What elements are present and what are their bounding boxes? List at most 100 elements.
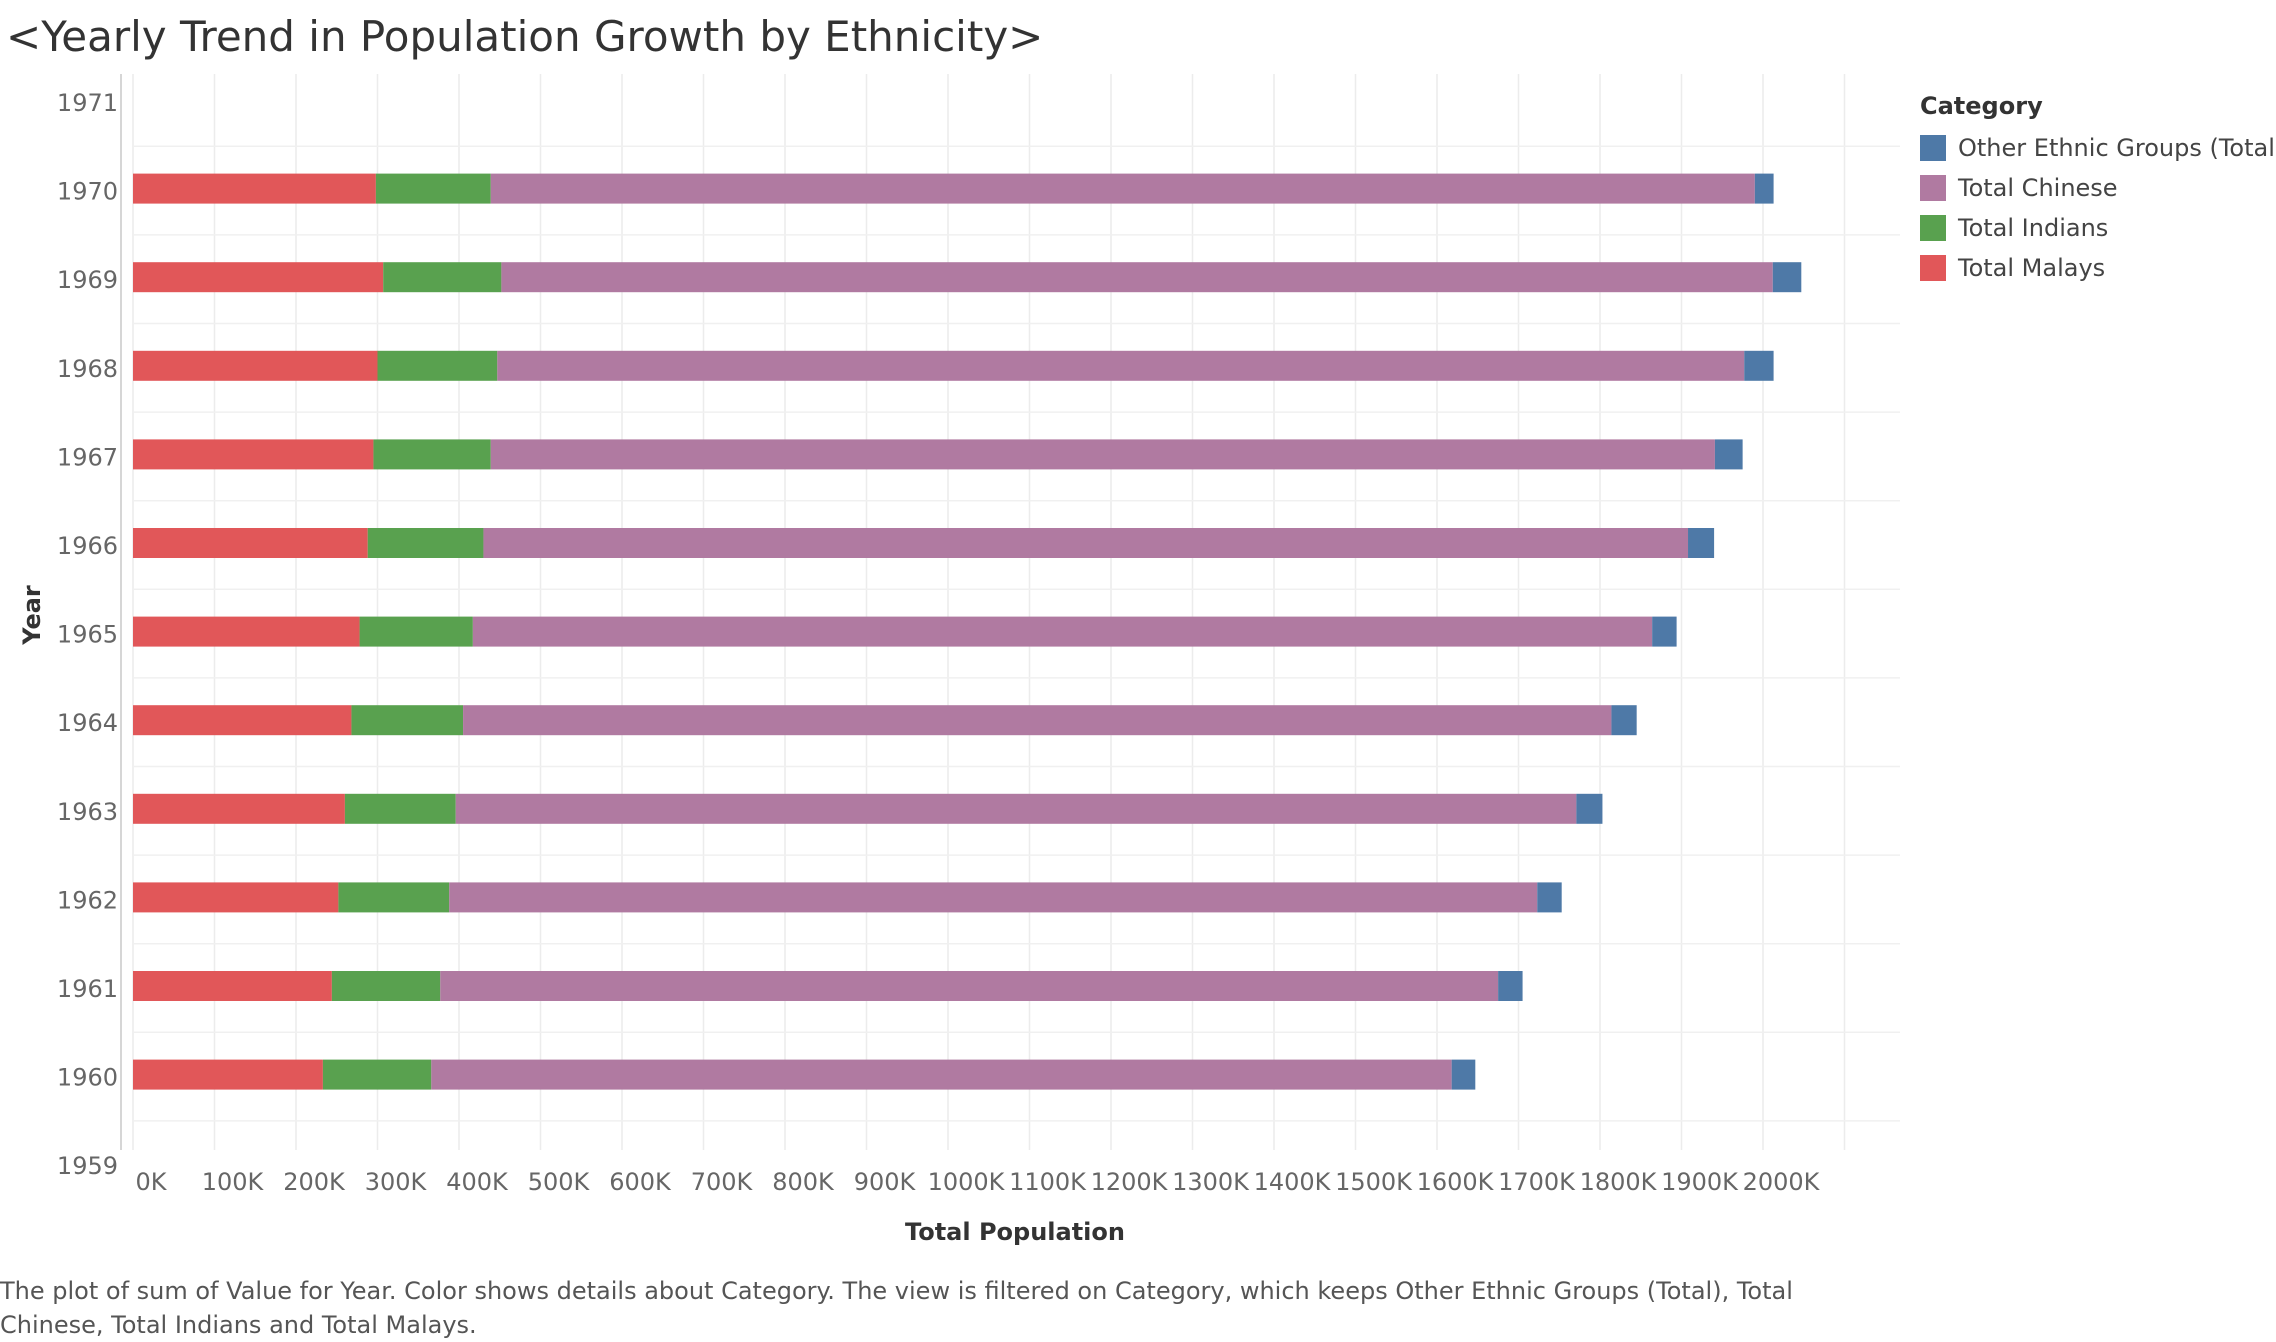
y-tick-label: 1964	[57, 709, 118, 737]
chart-caption: The plot of sum of Value for Year. Color…	[0, 1277, 1793, 1339]
y-tick-label: 1965	[57, 621, 118, 649]
x-tick-label: 400K	[446, 1168, 509, 1196]
x-tick-label: 900K	[854, 1168, 917, 1196]
bar-segment-total-malays-1962	[133, 882, 339, 913]
y-tick-label: 1969	[57, 266, 118, 294]
legend-swatch	[1920, 135, 1946, 161]
bar-segment-other-ethnic-groups-total-1967	[1714, 439, 1743, 470]
bar-segment-total-malays-1963	[133, 793, 345, 824]
bar-segment-total-malays-1968	[133, 350, 378, 381]
x-tick-label: 600K	[609, 1168, 672, 1196]
bar-segment-other-ethnic-groups-total-1961	[1498, 971, 1523, 1001]
x-tick-label: 0K	[135, 1168, 167, 1196]
x-tick-label: 1000K	[928, 1168, 1006, 1196]
bar-segment-total-chinese-1965	[472, 616, 1653, 647]
bar-segment-total-malays-1970	[133, 173, 376, 204]
x-tick-label: 100K	[202, 1168, 265, 1196]
legend-item[interactable]: Total Malays	[1920, 248, 2276, 288]
bar-segment-other-ethnic-groups-total-1970	[1754, 173, 1774, 204]
bar-segment-other-ethnic-groups-total-1968	[1744, 350, 1774, 381]
x-axis-title: Total Population	[905, 1218, 1125, 1246]
legend-swatch	[1920, 175, 1946, 201]
legend-item[interactable]: Total Indians	[1920, 208, 2276, 248]
bar-segment-total-chinese-1964	[463, 705, 1612, 736]
y-tick-label: 1966	[57, 532, 118, 560]
bar-segment-total-chinese-1967	[490, 439, 1715, 470]
bar-segment-total-indians-1962	[338, 882, 450, 913]
x-tick-label: 200K	[283, 1168, 346, 1196]
legend-title: Category	[1920, 92, 2043, 120]
bar-segment-total-indians-1961	[331, 971, 441, 1001]
bar-segment-total-indians-1963	[344, 793, 456, 824]
bar-segment-total-indians-1965	[359, 616, 473, 647]
x-tick-label: 700K	[691, 1168, 754, 1196]
legend-label: Total Chinese	[1958, 174, 2118, 202]
y-tick-label: 1961	[57, 975, 118, 1003]
x-tick-label: 2000K	[1743, 1168, 1821, 1196]
y-tick-label: 1970	[57, 178, 118, 206]
legend-items: Other Ethnic Groups (Total) Total Chinese…	[1920, 128, 2276, 288]
bar-segment-total-indians-1960	[322, 1059, 432, 1090]
bar-segment-total-indians-1969	[383, 262, 502, 293]
bar-segment-total-chinese-1970	[490, 173, 1755, 204]
legend-label: Other Ethnic Groups (Total)	[1958, 134, 2276, 162]
bar-segment-total-chinese-1962	[449, 882, 1538, 913]
legend-item[interactable]: Total Chinese	[1920, 168, 2276, 208]
x-tick-label: 1200K	[1091, 1168, 1169, 1196]
bar-segment-other-ethnic-groups-total-1964	[1611, 705, 1637, 736]
bar-segment-total-malays-1964	[133, 705, 352, 736]
bars	[133, 173, 1802, 1090]
bar-segment-total-chinese-1963	[455, 793, 1577, 824]
legend-label: Total Indians	[1958, 214, 2109, 242]
bar-segment-total-chinese-1960	[431, 1059, 1452, 1090]
x-tick-label: 1300K	[1172, 1168, 1250, 1196]
x-tick-label: 1700K	[1498, 1168, 1576, 1196]
x-tick-label: 1400K	[1254, 1168, 1332, 1196]
bar-segment-total-malays-1960	[133, 1059, 323, 1090]
bar-segment-total-chinese-1961	[440, 971, 1499, 1001]
x-tick-label: 1600K	[1417, 1168, 1495, 1196]
x-axis-ticks: 0K 100K 200K 300K 400K 500K 600K 700K 800K 900K 10…	[135, 1168, 1820, 1196]
bar-segment-other-ethnic-groups-total-1962	[1537, 882, 1562, 913]
y-tick-label: 1962	[57, 886, 118, 914]
bar-segment-total-indians-1970	[375, 173, 491, 204]
y-tick-label: 1971	[57, 89, 118, 117]
bar-segment-total-chinese-1966	[483, 528, 1689, 558]
bar-segment-total-malays-1969	[133, 262, 384, 293]
bar-segment-total-indians-1967	[373, 439, 491, 470]
gridlines	[132, 74, 1900, 1150]
legend-label: Total Malays	[1958, 254, 2106, 282]
x-tick-label: 1900K	[1661, 1168, 1739, 1196]
x-tick-label: 300K	[365, 1168, 428, 1196]
bar-segment-total-indians-1966	[367, 528, 484, 558]
chart-title: <Yearly Trend in Population Growth by Et…	[6, 12, 1044, 61]
bar-segment-other-ethnic-groups-total-1966	[1688, 528, 1715, 558]
x-tick-label: 1100K	[1009, 1168, 1087, 1196]
bar-segment-total-malays-1966	[133, 528, 368, 558]
y-tick-label: 1963	[57, 798, 118, 826]
y-axis-title: Year	[18, 585, 46, 646]
bar-segment-other-ethnic-groups-total-1960	[1451, 1059, 1476, 1090]
x-tick-label: 1500K	[1335, 1168, 1413, 1196]
bar-segment-other-ethnic-groups-total-1969	[1772, 262, 1802, 293]
bar-segment-total-indians-1964	[351, 705, 464, 736]
y-tick-label: 1968	[57, 355, 118, 383]
bar-segment-total-chinese-1969	[501, 262, 1773, 293]
y-tick-label: 1967	[57, 443, 118, 471]
bar-segment-other-ethnic-groups-total-1963	[1576, 793, 1603, 824]
bar-segment-total-malays-1961	[133, 971, 332, 1001]
y-tick-label: 1959	[57, 1152, 118, 1180]
x-tick-label: 500K	[528, 1168, 591, 1196]
legend-swatch	[1920, 215, 1946, 241]
legend-swatch	[1920, 255, 1946, 281]
y-axis-ticks: 1971 1970 1969 1968 1967 1966 1965 1964 1963 1962…	[57, 89, 118, 1180]
bar-segment-total-chinese-1968	[497, 350, 1745, 381]
bar-segment-total-malays-1965	[133, 616, 360, 647]
bar-segment-total-malays-1967	[133, 439, 374, 470]
bar-segment-other-ethnic-groups-total-1965	[1652, 616, 1677, 647]
legend: Category Other Ethnic Groups (Total) Tota…	[1920, 92, 2276, 288]
x-tick-label: 800K	[772, 1168, 835, 1196]
bar-segment-total-indians-1968	[377, 350, 498, 381]
legend-item[interactable]: Other Ethnic Groups (Total)	[1920, 128, 2276, 168]
